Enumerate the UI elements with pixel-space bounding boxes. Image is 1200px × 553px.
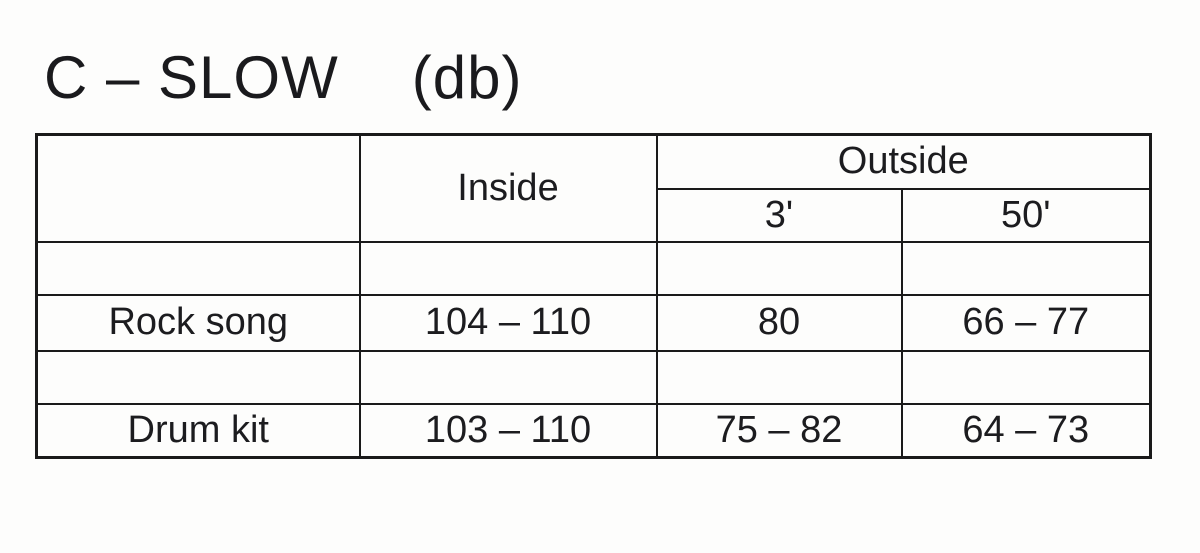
title-unit: (db) (411, 44, 523, 112)
inside-value-cell (358, 349, 658, 405)
col-header-outside-3ft: 3' (655, 187, 903, 243)
inside-value-cell: 104 – 110 (358, 293, 658, 352)
table-row-spacer (35, 240, 1152, 296)
corner-empty-cell (35, 133, 361, 243)
outside-3ft-value-cell (655, 349, 903, 405)
row-label-cell: Drum kit (35, 402, 361, 459)
row-label-cell (35, 240, 361, 296)
inside-value-cell (358, 240, 658, 296)
row-label-cell: Rock song (35, 293, 361, 352)
title-text: C – SLOW (44, 44, 339, 112)
row-label-cell (35, 349, 361, 405)
table-row-rock-song: Rock song 104 – 110 80 66 – 77 (35, 293, 1152, 352)
outside-3ft-value-cell: 75 – 82 (655, 402, 903, 459)
col-header-inside: Inside (358, 133, 658, 243)
header-row-1: Inside Outside (35, 133, 1152, 243)
table-row-spacer (35, 349, 1152, 405)
table-row-drum-kit: Drum kit 103 – 110 75 – 82 64 – 73 (35, 402, 1152, 459)
col-header-outside: Outside (655, 133, 1152, 190)
outside-3ft-value-cell: 80 (655, 293, 903, 352)
sound-levels-table: Inside Outside 3' 50' Rock song 104 – 11… (35, 133, 1152, 459)
col-header-outside-50ft: 50' (900, 187, 1152, 243)
outside-50ft-value-cell: 64 – 73 (900, 402, 1152, 459)
outside-50ft-value-cell: 66 – 77 (900, 293, 1152, 352)
outside-3ft-value-cell (655, 240, 903, 296)
outside-50ft-value-cell (900, 240, 1152, 296)
outside-50ft-value-cell (900, 349, 1152, 405)
page-title: C – SLOW (db) (44, 48, 522, 108)
inside-value-cell: 103 – 110 (358, 402, 658, 459)
header-row-2: 3' 50' (37, 187, 1152, 243)
